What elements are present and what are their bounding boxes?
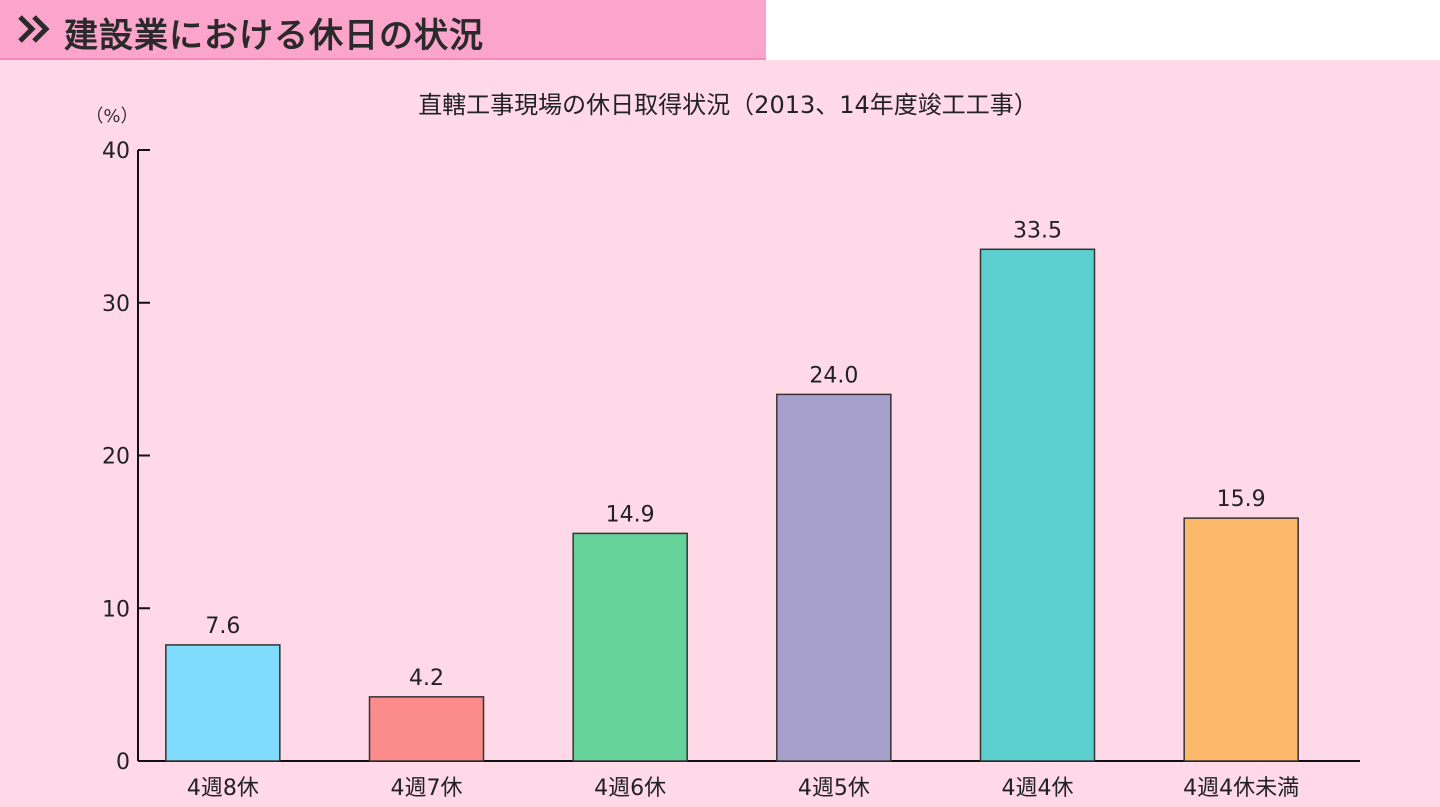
x-tick-label: 4週5休 [798, 776, 870, 801]
x-tick-label: 4週7休 [391, 776, 463, 801]
bar [979, 248, 1096, 762]
bar [776, 393, 892, 762]
bar-value-label: 24.0 [809, 363, 858, 388]
y-tick-label: 40 [102, 139, 130, 164]
bar [572, 532, 688, 762]
double-chevron-right-icon [18, 15, 50, 43]
y-tick-label: 20 [102, 445, 130, 470]
bar-value-label: 15.9 [1217, 487, 1266, 512]
x-tick-label: 4週6休 [594, 776, 666, 801]
axes: 0 10 20 30 40 [102, 139, 1360, 775]
bar-value-label: 33.5 [1013, 218, 1062, 243]
x-tick-label: 4週4休 [1002, 776, 1074, 801]
y-tick-label: 10 [102, 597, 130, 622]
bar-value-label: 4.2 [409, 666, 444, 691]
bar [368, 696, 485, 762]
y-tick-label: 0 [116, 750, 130, 775]
section-header: 建設業における休日の状況 [0, 0, 766, 60]
bar [1183, 517, 1299, 762]
bar [165, 644, 281, 762]
bar-value-label: 14.9 [606, 502, 655, 527]
y-axis-unit-label: （%） [85, 106, 138, 127]
x-tick-label: 4週8休 [187, 776, 259, 801]
section-title: 建設業における休日の状況 [64, 16, 484, 56]
bar-value-label: 7.6 [205, 614, 240, 639]
y-tick-label: 30 [102, 292, 130, 317]
chart-title: 直轄工事現場の休日取得状況（2013、14年度竣工工事） [418, 91, 1038, 119]
x-tick-label: 4週4休未満 [1183, 776, 1299, 801]
bars: 7.6 4週8休 4.2 4週7休 14.9 4週6休 24.0 4週5休 33.5 4週4休 15… [165, 218, 1299, 801]
